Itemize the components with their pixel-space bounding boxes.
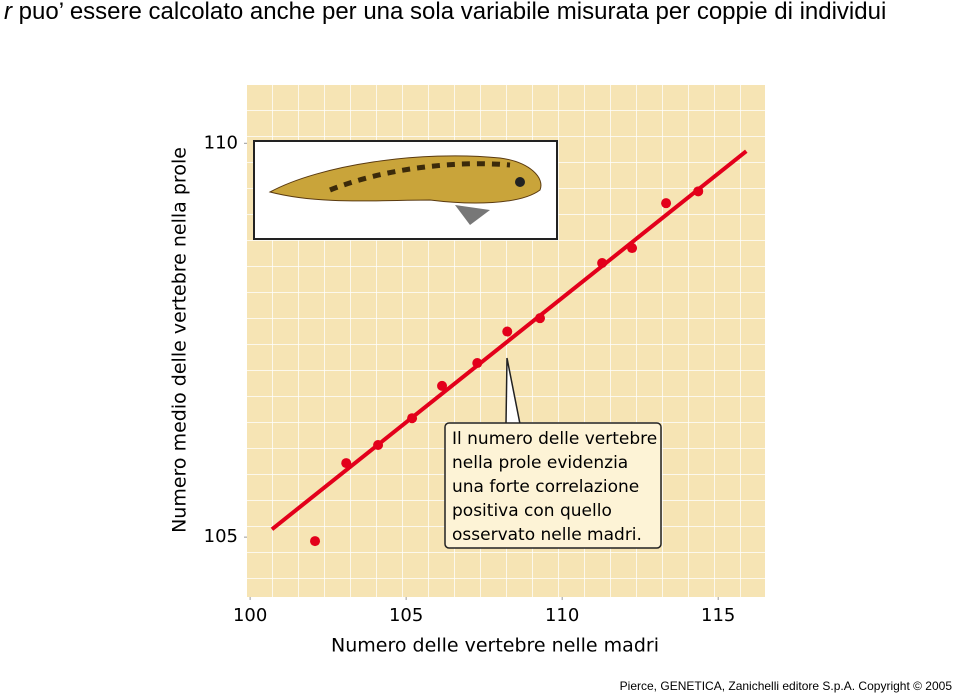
data-point xyxy=(597,258,608,269)
annotation: Il numero delle vertebre nella prole evid… xyxy=(444,357,662,549)
fish-illustration xyxy=(253,140,558,240)
annotation-line: osservato nelle madri. xyxy=(452,525,642,545)
data-point xyxy=(535,313,546,324)
data-point xyxy=(341,458,352,469)
slide-title: r puo’ essere calcolato anche per una so… xyxy=(4,0,886,26)
data-point xyxy=(407,413,418,424)
annotation-line: nella prole evidenzia xyxy=(452,453,628,473)
annotation-line: positiva con quello xyxy=(452,501,612,521)
x-axis-label: Numero delle vertebre nelle madri xyxy=(331,635,659,657)
title-symbol: r xyxy=(4,0,12,25)
annotation-line: una forte correlazione xyxy=(452,477,639,497)
y-axis-label: Numero medio delle vertebre nella prole xyxy=(169,147,191,533)
x-tick-label: 110 xyxy=(545,605,579,626)
data-point xyxy=(373,439,384,450)
x-tick-label: 115 xyxy=(701,605,735,626)
y-tick-label: 105 xyxy=(204,526,238,547)
chart: Numero delle vertebre nelle madri Numero… xyxy=(169,85,765,657)
title-text: puo’ essere calcolato anche per una sola… xyxy=(18,0,887,25)
annotation-line: Il numero delle vertebre xyxy=(452,429,657,449)
data-point xyxy=(693,186,704,197)
data-point xyxy=(310,536,321,547)
data-point xyxy=(472,358,483,369)
data-point xyxy=(627,243,638,254)
trend-line xyxy=(270,149,748,531)
x-tick-label: 100 xyxy=(233,605,267,626)
y-tick-label: 110 xyxy=(204,132,238,153)
data-point xyxy=(437,380,448,391)
x-tick-label: 105 xyxy=(389,605,423,626)
data-point xyxy=(661,198,672,209)
data-point xyxy=(502,326,513,337)
footer: Pierce, GENETICA, Zanichelli editore S.p… xyxy=(619,679,952,693)
